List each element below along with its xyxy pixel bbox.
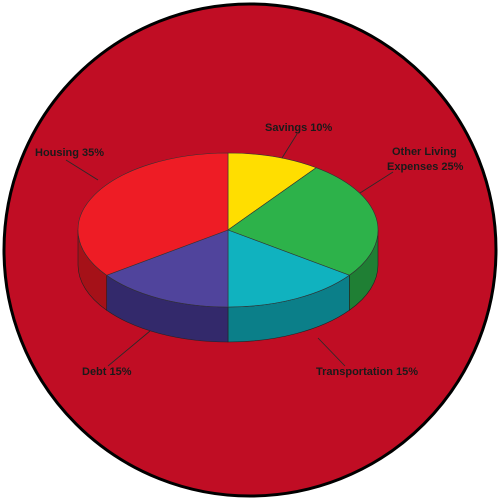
- slice-housing: [77, 152, 229, 276]
- slice-savings: [227, 152, 317, 231]
- slice-labels: Savings 10% Other Living Expenses 25% Tr…: [35, 122, 464, 378]
- leader-line-debt: [107, 330, 151, 367]
- pie-tops: [77, 152, 379, 308]
- label-housing: Housing 35%: [35, 147, 104, 159]
- leader-line-other-living: [359, 171, 394, 194]
- label-other-living-line1: Other Living: [392, 146, 457, 158]
- slice-debt: [106, 229, 229, 308]
- pie-sides: [77, 229, 379, 343]
- leader-line-housing: [65, 159, 99, 181]
- leader-lines: [65, 133, 394, 367]
- leader-line-savings: [281, 133, 298, 159]
- label-savings: Savings 10%: [265, 122, 332, 134]
- slice-transportation: [227, 229, 350, 308]
- label-debt: Debt 15%: [82, 366, 132, 378]
- slice-other-living-expenses: [227, 167, 379, 276]
- label-other-living-line2: Expenses 25%: [387, 161, 464, 173]
- label-transportation: Transportation 15%: [316, 366, 418, 378]
- leader-line-transportation: [317, 337, 346, 367]
